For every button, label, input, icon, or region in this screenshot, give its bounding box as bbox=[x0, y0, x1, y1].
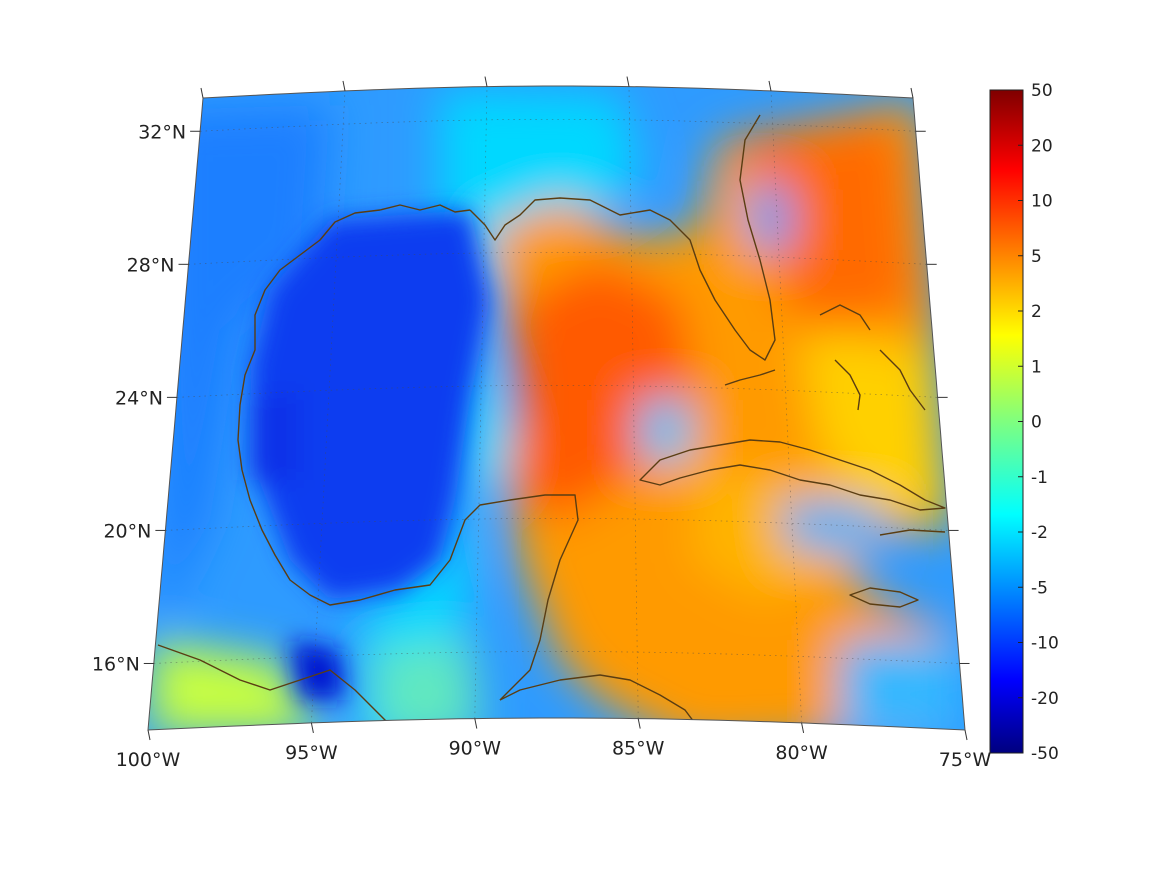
parallel-line bbox=[165, 518, 949, 531]
frame-ticks bbox=[143, 76, 970, 741]
frame-tick bbox=[626, 76, 630, 87]
colorbar-tick-label: 10 bbox=[1031, 192, 1053, 212]
frame-tick bbox=[147, 729, 151, 741]
colorbar-tick-label: -1 bbox=[1031, 468, 1048, 488]
frame-tick bbox=[310, 722, 314, 734]
longitude-label: 95°W bbox=[285, 742, 338, 764]
longitude-label: 90°W bbox=[449, 738, 502, 760]
colorbar-tick-label: -20 bbox=[1031, 689, 1059, 709]
frame-tick bbox=[637, 718, 641, 729]
meridian-line bbox=[628, 86, 639, 719]
colorbar-tick-label: -5 bbox=[1031, 578, 1048, 598]
colorbar-tick-label: 2 bbox=[1031, 302, 1042, 322]
longitude-label: 85°W bbox=[612, 738, 665, 760]
parallel-line bbox=[188, 251, 927, 265]
colorbar-tick-label: 50 bbox=[1031, 81, 1053, 101]
map-area bbox=[143, 76, 970, 741]
longitude-label: 75°W bbox=[939, 749, 992, 771]
longitude-label: 80°W bbox=[775, 742, 828, 764]
longitude-labels: 100°W 95°W 90°W 85°W 80°W 75°W bbox=[116, 738, 992, 771]
latitude-label: 16°N bbox=[92, 653, 140, 675]
colorbar-tick-label: -10 bbox=[1031, 634, 1059, 654]
colorbar-tick-label: 20 bbox=[1031, 136, 1053, 156]
coastline bbox=[157, 114, 946, 730]
frame-tick bbox=[910, 87, 914, 99]
latitude-label: 28°N bbox=[127, 254, 175, 276]
parallel-line bbox=[200, 118, 916, 132]
parallel-line bbox=[176, 385, 938, 398]
frame-tick bbox=[768, 80, 772, 92]
data-field bbox=[148, 86, 965, 730]
longitude-label: 100°W bbox=[116, 749, 181, 771]
parallel-line bbox=[153, 651, 960, 664]
frame-tick bbox=[342, 80, 346, 92]
colorbar-tick-label: 5 bbox=[1031, 247, 1042, 267]
colorbar-tick-label: -50 bbox=[1031, 744, 1059, 764]
meridian-line bbox=[474, 86, 488, 719]
meridian-line bbox=[770, 90, 802, 723]
colorbar-tick-label: 1 bbox=[1031, 357, 1042, 377]
latitude-label: 20°N bbox=[103, 520, 151, 542]
frame-tick bbox=[200, 87, 204, 99]
latitude-label: 32°N bbox=[138, 121, 186, 143]
latitude-label: 24°N bbox=[115, 387, 163, 409]
frame-tick bbox=[484, 76, 488, 87]
frame-tick bbox=[474, 718, 478, 729]
latitude-labels: 32°N 28°N 24°N 20°N 16°N bbox=[92, 121, 186, 675]
meridian-line bbox=[311, 90, 346, 723]
colorbar-tick-label: 0 bbox=[1031, 413, 1042, 433]
frame-tick bbox=[964, 729, 968, 741]
colorbar-tick-label: -2 bbox=[1031, 523, 1048, 543]
colorbar-gradient bbox=[989, 89, 1024, 754]
frame-tick bbox=[801, 722, 805, 734]
